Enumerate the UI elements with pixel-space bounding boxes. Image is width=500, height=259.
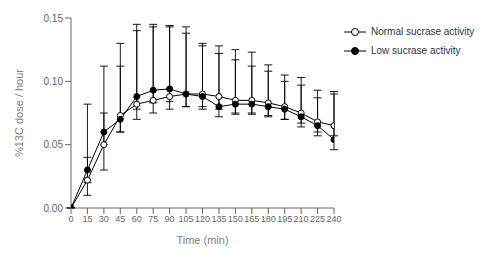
svg-text:0.10: 0.10	[44, 76, 64, 87]
svg-text:0.05: 0.05	[44, 139, 64, 150]
svg-text:165: 165	[244, 214, 259, 224]
svg-text:30: 30	[99, 214, 109, 224]
svg-text:60: 60	[132, 214, 142, 224]
html-text:Normal sucrase activity: Normal sucrase activity	[371, 26, 475, 37]
svg-text:0.15: 0.15	[44, 13, 64, 24]
svg-text:105: 105	[179, 214, 194, 224]
svg-text:90: 90	[165, 214, 175, 224]
svg-text:0: 0	[68, 214, 73, 224]
svg-text:240: 240	[326, 214, 341, 224]
svg-text:210: 210	[294, 214, 309, 224]
svg-text:%13C dose / hour: %13C dose / hour	[13, 69, 25, 157]
svg-text:225: 225	[310, 214, 325, 224]
svg-text:Time (min): Time (min)	[176, 234, 228, 246]
svg-text:135: 135	[211, 214, 226, 224]
svg-text:15: 15	[82, 214, 92, 224]
svg-text:45: 45	[115, 214, 125, 224]
svg-text:180: 180	[261, 214, 276, 224]
svg-text:195: 195	[277, 214, 292, 224]
svg-text:150: 150	[228, 214, 243, 224]
svg-text:120: 120	[195, 214, 210, 224]
html-text:Low sucrase activity: Low sucrase activity	[371, 45, 461, 56]
svg-text:75: 75	[148, 214, 158, 224]
svg-text:0.00: 0.00	[44, 203, 64, 214]
